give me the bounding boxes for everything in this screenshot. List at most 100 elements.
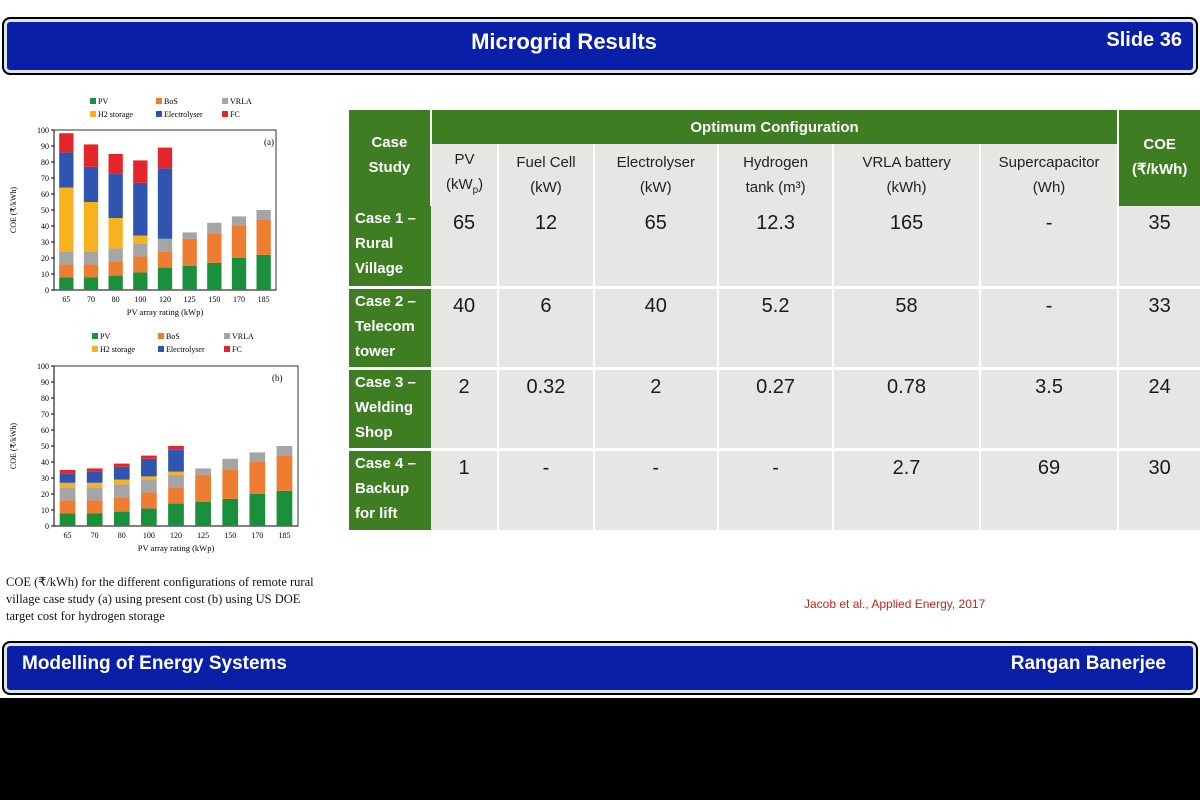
bar-segment (222, 470, 239, 499)
results-table: Case Study Optimum Configuration COE (₹/… (349, 110, 1200, 530)
bar-segment (168, 474, 184, 488)
bar-segment (83, 277, 99, 290)
header-optimum-configuration: Optimum Configuration (430, 110, 1120, 144)
legend-label: H2 storage (98, 110, 133, 119)
bar-segment (133, 243, 148, 257)
bar-segment (108, 248, 123, 262)
case-line: Case 1 – (355, 210, 416, 227)
x-tick-label: 70 (87, 295, 95, 304)
footer-course-title: Modelling of Energy Systems (22, 653, 287, 674)
bar-segment (168, 487, 184, 504)
legend-label: Electrolyser (164, 110, 203, 119)
table-row: Case 2 – Telecom tower 40 6 40 5.2 58 - … (349, 287, 1200, 370)
bar-segment (113, 463, 130, 467)
legend-label: VRLA (232, 332, 254, 341)
legend-label: H2 storage (100, 345, 135, 354)
bar-segment (231, 226, 247, 258)
bar-segment (108, 261, 123, 276)
caption-line: village case study (a) using present cos… (6, 592, 301, 606)
bar-segment (231, 216, 247, 226)
bar-segment (141, 455, 157, 459)
chart-b-svg: PV BoS VRLA H2 storage Electrolyser FC 0 10 20 30… (9, 332, 299, 553)
column-header-line: (Wh) (1032, 179, 1066, 196)
bar-segment (113, 497, 130, 512)
y-tick-label: 50 (41, 442, 49, 451)
column-header-line: tank (m³) (745, 179, 806, 196)
chart-a: PV BoS VRLA H2 storage Electrolyser FC 0 10 20 30… (0, 90, 290, 330)
legend-swatch (90, 98, 96, 104)
y-tick-label: 20 (41, 490, 49, 499)
bar-segment (86, 482, 103, 488)
legend-swatch (222, 98, 228, 104)
value-cell: 5.2 (717, 287, 835, 370)
legend-label: PV (100, 332, 110, 341)
bar-segment (133, 182, 148, 236)
header-case-study-line: Study (368, 159, 411, 176)
y-tick-label: 60 (41, 190, 49, 199)
bar-segment (256, 254, 271, 290)
bar-segment (276, 490, 293, 526)
bar-segment (141, 458, 157, 477)
legend-swatch (222, 111, 228, 117)
header-case-study-line: Case (371, 134, 408, 151)
legend-swatch (156, 111, 162, 117)
x-tick-label: 150 (208, 295, 220, 304)
bar-segment (59, 470, 76, 474)
bar-segment (207, 222, 222, 234)
bar-segment (222, 498, 239, 526)
bar-segment (141, 492, 157, 509)
column-header: PV (kWp) (430, 144, 500, 206)
bar-segment (157, 238, 173, 252)
x-tick-label: 65 (64, 531, 72, 540)
value-cell: 65 (430, 206, 500, 289)
value-cell: 12.3 (717, 206, 835, 289)
bar-segment (168, 449, 184, 472)
bar-segment (157, 147, 173, 169)
bar-segment (113, 511, 130, 526)
column-header-line: (kWp) (445, 176, 484, 196)
x-axis-label: PV array rating (kWp) (127, 307, 204, 317)
bar-segment (249, 462, 266, 494)
y-tick-label: 80 (41, 394, 49, 403)
x-tick-label: 185 (258, 295, 270, 304)
y-tick-label: 10 (41, 506, 49, 515)
header-optimum-configuration-label: Optimum Configuration (690, 118, 859, 136)
caption-line: target cost for hydrogen storage (6, 609, 165, 623)
bar-segment (108, 154, 123, 174)
bar-segment (86, 513, 103, 526)
y-tick-label: 100 (37, 126, 49, 135)
y-axis-label: COE (₹/kWh) (9, 423, 18, 470)
bar-segment (59, 251, 74, 265)
caption-line: COE (₹/kWh) for the different configurat… (6, 575, 314, 589)
bar-segment (133, 256, 148, 273)
x-tick-label: 125 (197, 531, 209, 540)
bar-segment (83, 166, 99, 202)
value-cell: 6 (498, 287, 595, 370)
value-cell: 3.5 (979, 368, 1120, 451)
value-cell: 12 (498, 206, 595, 289)
x-tick-label: 170 (233, 295, 245, 304)
header-coe: COE (₹/kWh) (1118, 110, 1200, 206)
slide-title: Microgrid Results (471, 29, 657, 54)
value-cell: - (593, 449, 719, 530)
case-line: Case 3 – (355, 373, 416, 391)
slide-header: Microgrid Results Slide 36 (2, 17, 1198, 75)
coe-cell: 24 (1118, 368, 1200, 451)
column-header-line: Fuel Cell (516, 154, 576, 171)
bar-segment (59, 513, 76, 526)
x-tick-label: 120 (170, 531, 182, 540)
value-cell: 0.78 (833, 368, 981, 451)
y-tick-label: 90 (41, 378, 49, 387)
x-tick-label: 170 (251, 531, 263, 540)
y-tick-label: 10 (41, 270, 49, 279)
bar-segment (168, 471, 184, 475)
bar-segment (195, 468, 211, 475)
bar-segment (207, 234, 222, 263)
table-row: Case 4 – Backup for lift 1 - - - 2.7 69 … (349, 449, 1200, 530)
y-tick-label: 30 (41, 474, 49, 483)
value-cell: 1 (430, 449, 500, 530)
footer-author: Rangan Banerjee (1010, 653, 1166, 674)
citation: Jacob et al., Applied Energy, 2017 (804, 597, 986, 611)
y-tick-label: 50 (41, 206, 49, 215)
bar-segment (276, 455, 293, 491)
